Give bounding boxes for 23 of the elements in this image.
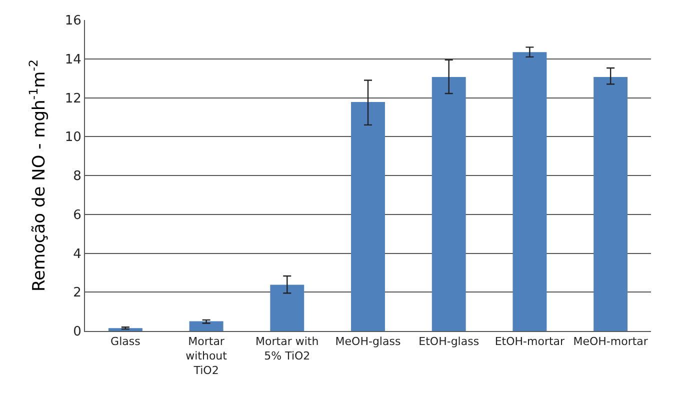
x-tick-label: MeOH-glass <box>335 335 401 348</box>
y-tick-label: 4 <box>73 246 82 262</box>
y-tick-label: 2 <box>73 286 82 301</box>
bar <box>189 321 224 331</box>
bar <box>270 284 304 331</box>
x-tick-label: Mortar without TiO2 <box>186 335 228 377</box>
y-tick-label: 12 <box>64 91 82 106</box>
y-tick-label: 6 <box>73 208 82 223</box>
x-tick-label: MeOH-mortar <box>573 335 648 348</box>
bar <box>594 76 628 331</box>
y-tick-label: 10 <box>64 130 82 146</box>
x-tick-label: Glass <box>110 335 141 348</box>
bar <box>108 328 142 331</box>
x-tick-label: EtOH-glass <box>418 335 480 348</box>
y-tick-label: 16 <box>64 14 82 29</box>
x-tick-label: EtOH-mortar <box>494 335 566 348</box>
y-tick-label: 14 <box>64 52 82 68</box>
y-tick-label: 8 <box>73 169 82 184</box>
bar <box>512 52 547 331</box>
y-tick-label: 0 <box>73 324 82 340</box>
bar <box>351 102 385 331</box>
x-tick-label: Mortar with 5% TiO2 <box>256 335 319 362</box>
bar <box>432 76 466 331</box>
